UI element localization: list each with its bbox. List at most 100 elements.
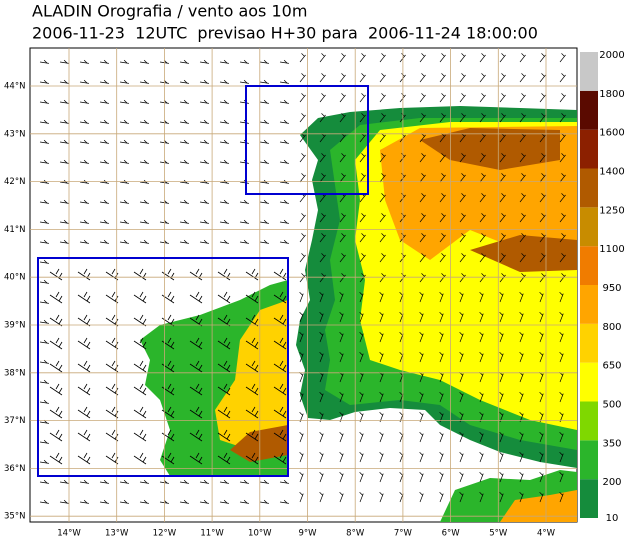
colorbar-label: 1400 [599,167,624,178]
wind-barb [439,492,444,503]
land-peak-2 [470,235,577,272]
wind-barb [179,79,189,84]
wind-barb [479,352,484,363]
inset-wind-barb [217,291,231,304]
longitude-label: 7°W [394,529,413,539]
wind-barb [439,53,446,63]
wind-barb [299,153,306,163]
wind-barb [79,59,89,64]
africa-high [500,490,577,522]
wind-barb [499,392,504,403]
wind-barb [439,113,446,123]
wind-barb [519,332,524,343]
colorbar-label: 1250 [599,205,624,216]
wind-barb [219,199,229,204]
wind-barb [519,472,524,483]
wind-barb [459,472,464,483]
colorbar-label: 1600 [599,128,624,139]
inset-wind-barb [273,360,287,373]
wind-barb [139,479,149,484]
colorbar-label: 500 [602,400,621,411]
wind-barb [419,472,424,483]
wind-barb [459,73,466,83]
colorbar-label: 650 [602,361,621,372]
wind-barb [419,233,426,243]
wind-barb [539,53,546,63]
inset-wind-barb [217,452,231,465]
wind-barb [459,53,466,63]
wind-barb [459,113,466,123]
wind-barb [59,159,69,164]
wind-barb [439,432,444,443]
wind-barb [339,253,346,263]
wind-barb [119,79,129,84]
wind-barb [559,392,564,403]
wind-barb [359,213,366,223]
wind-barb [539,392,544,403]
inset-wind-barb [77,406,91,419]
wind-barb [499,292,504,303]
wind-barb [539,153,546,163]
wind-barb [139,199,149,204]
wind-barb [119,159,129,164]
wind-barb [59,499,69,504]
wind-barb [519,312,524,323]
wind-barb [279,159,289,164]
wind-barb [119,479,129,484]
inset-wind-barb [189,429,203,442]
wind-barb [539,73,546,83]
wind-barb [179,99,189,104]
wind-barb [519,113,526,123]
wind-barb [359,452,364,463]
wind-barb [479,173,486,183]
wind-barb [559,213,566,223]
wind-barb [259,219,269,224]
wind-barb [479,93,486,103]
colorbar-label: 1800 [599,89,624,100]
inset-wind-barb [189,291,203,304]
wind-barb [199,99,209,104]
wind-barb [379,332,384,343]
wind-barb [459,492,464,503]
wind-barb [439,452,444,463]
inset-wind-barb [133,452,147,465]
wind-barb [379,113,386,123]
inset-wind-barb [49,406,63,419]
colorbar-label: 200 [602,477,621,488]
inset-wind-barb [217,337,231,350]
colorbar-segment [580,129,598,169]
wind-barb [319,492,324,503]
inset-wind-barb [133,360,147,373]
longitude-label: 10°W [248,529,272,539]
wind-barb [339,153,346,163]
inset-wind-barb [189,360,203,373]
wind-barb [79,79,89,84]
wind-barb [139,119,149,124]
wind-barb [59,219,69,224]
wind-barb [539,492,544,503]
wind-barb [119,499,129,504]
wind-barb [519,93,526,103]
wind-barb [379,53,386,63]
wind-barb [259,499,269,504]
wind-barb [119,139,129,144]
wind-barb [339,472,344,483]
longitude-label: 4°W [537,529,556,539]
wind-barb [179,119,189,124]
inset-wind-barb [49,452,63,465]
wind-barb [199,499,209,504]
wind-barb [479,472,484,483]
wind-barb [379,153,386,163]
wind-barb [199,479,209,484]
wind-barb [379,432,384,443]
wind-barb [319,53,326,63]
wind-barb [319,73,326,83]
wind-barb [299,53,306,63]
wind-barb [519,153,526,163]
colorbar-segment [580,285,598,324]
inset-wind-barb [273,406,287,419]
wind-barb [359,233,366,243]
wind-barb [479,392,484,403]
wind-barb [359,173,366,183]
wind-barb [99,119,109,124]
